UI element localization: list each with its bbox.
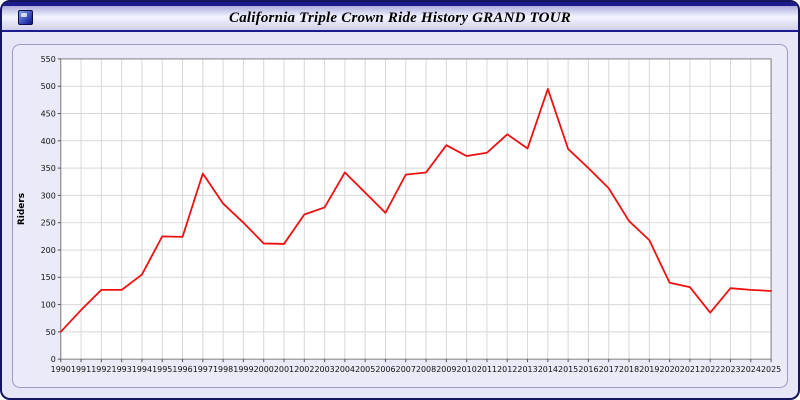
svg-text:400: 400 — [41, 137, 56, 146]
svg-text:Riders: Riders — [17, 193, 27, 225]
svg-text:2025: 2025 — [761, 365, 781, 374]
svg-text:250: 250 — [41, 219, 56, 228]
svg-text:50: 50 — [46, 328, 56, 337]
svg-text:2020: 2020 — [660, 365, 680, 374]
svg-text:2004: 2004 — [335, 365, 355, 374]
svg-text:1996: 1996 — [172, 365, 192, 374]
svg-text:100: 100 — [41, 301, 56, 310]
svg-text:0: 0 — [51, 355, 56, 364]
svg-text:2021: 2021 — [680, 365, 700, 374]
svg-text:2015: 2015 — [558, 365, 578, 374]
svg-text:2016: 2016 — [578, 365, 598, 374]
svg-text:2014: 2014 — [538, 365, 558, 374]
svg-text:2003: 2003 — [314, 365, 334, 374]
svg-text:150: 150 — [41, 273, 56, 282]
svg-text:1998: 1998 — [213, 365, 233, 374]
svg-text:2019: 2019 — [639, 365, 659, 374]
page-title: California Triple Crown Ride History GRA… — [229, 9, 571, 26]
svg-text:2024: 2024 — [741, 365, 761, 374]
svg-text:2000: 2000 — [254, 365, 274, 374]
svg-text:2018: 2018 — [619, 365, 639, 374]
svg-text:500: 500 — [41, 82, 56, 91]
svg-text:2007: 2007 — [396, 365, 416, 374]
svg-text:2002: 2002 — [294, 365, 314, 374]
svg-text:350: 350 — [41, 164, 56, 173]
svg-text:2009: 2009 — [436, 365, 456, 374]
svg-text:1992: 1992 — [91, 365, 111, 374]
svg-text:2001: 2001 — [274, 365, 294, 374]
svg-text:2022: 2022 — [700, 365, 720, 374]
svg-text:450: 450 — [41, 109, 56, 118]
svg-text:2006: 2006 — [375, 365, 395, 374]
svg-text:1999: 1999 — [233, 365, 253, 374]
svg-text:550: 550 — [41, 55, 56, 64]
svg-text:2011: 2011 — [477, 365, 497, 374]
svg-text:2008: 2008 — [416, 365, 436, 374]
svg-text:1997: 1997 — [193, 365, 213, 374]
svg-text:300: 300 — [41, 191, 56, 200]
svg-text:2012: 2012 — [497, 365, 517, 374]
svg-text:2010: 2010 — [457, 365, 477, 374]
titlebar: California Triple Crown Ride History GRA… — [2, 6, 798, 30]
svg-text:1993: 1993 — [112, 365, 132, 374]
svg-text:2017: 2017 — [599, 365, 619, 374]
svg-text:1994: 1994 — [132, 365, 152, 374]
svg-text:2023: 2023 — [720, 365, 740, 374]
chart-panel: 0 50 100 150 200 250 300 350 400 450 500 550 1990 199… — [12, 44, 788, 388]
app-window-icon — [18, 10, 33, 25]
svg-text:1990: 1990 — [51, 365, 71, 374]
svg-text:2005: 2005 — [355, 365, 375, 374]
svg-text:200: 200 — [41, 246, 56, 255]
svg-text:1991: 1991 — [71, 365, 91, 374]
titlebar-strip: California Triple Crown Ride History GRA… — [2, 2, 798, 32]
svg-text:2013: 2013 — [517, 365, 537, 374]
svg-text:1995: 1995 — [152, 365, 172, 374]
